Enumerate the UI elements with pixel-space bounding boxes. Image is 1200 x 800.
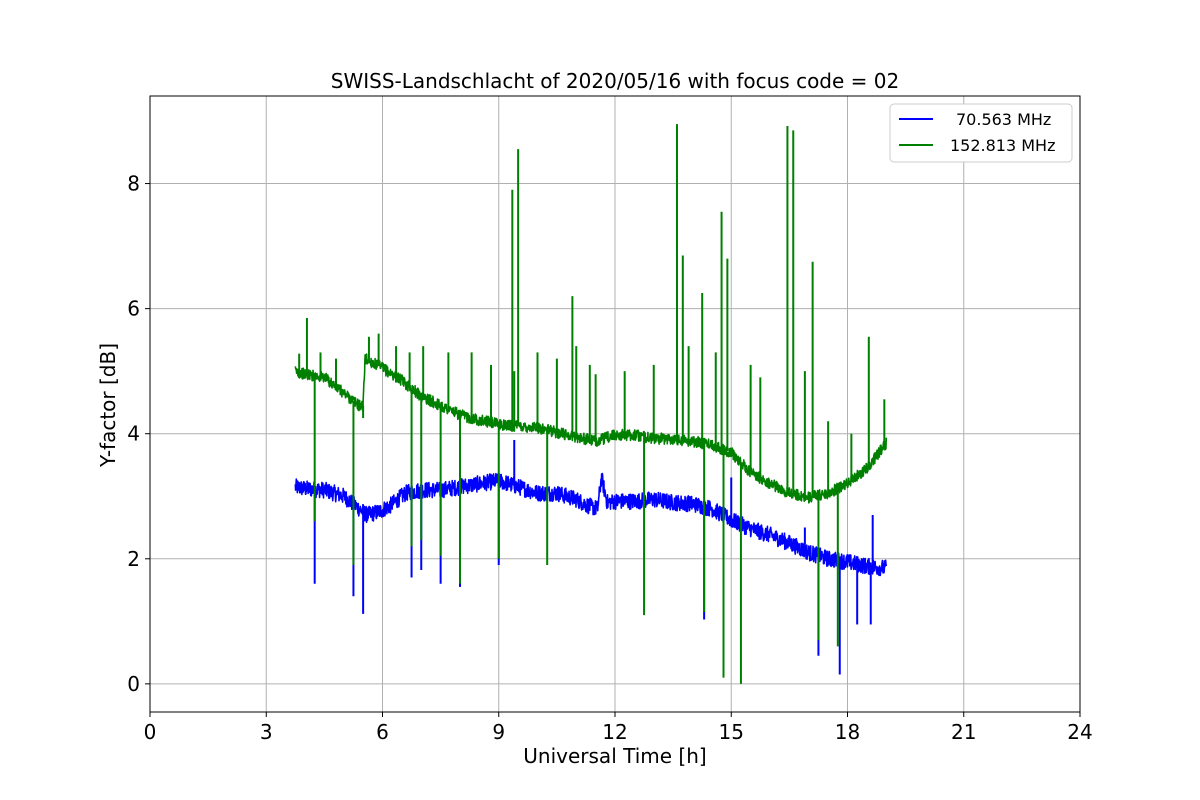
x-tick-label: 6 [376,720,389,744]
x-tick-label: 3 [260,720,273,744]
legend: 70.563 MHz 152.813 MHz [889,103,1073,163]
x-tick-label: 15 [719,720,744,744]
legend-label-series-1: 70.563 MHz [956,110,1051,129]
x-axis-label: Universal Time [h] [523,744,706,768]
x-tick-label: 18 [835,720,860,744]
legend-box [889,103,1073,163]
x-tick-label: 9 [492,720,505,744]
series-line-1 [294,472,888,577]
y-tick-label: 4 [127,422,140,446]
chart-title: SWISS-Landschlacht of 2020/05/16 with fo… [331,69,899,93]
x-tick-label: 21 [951,720,976,744]
x-tick-label: 24 [1067,720,1092,744]
y-axis-label: Y-factor [dB] [96,343,120,468]
y-tick-label: 8 [127,172,140,196]
y-tick-label: 2 [127,547,140,571]
x-tick-label: 0 [144,720,157,744]
y-tick-label: 6 [127,297,140,321]
x-tick-label: 12 [602,720,627,744]
legend-label-series-2: 152.813 MHz [950,136,1055,155]
y-tick-label: 0 [127,672,140,696]
series-layer [294,124,888,684]
